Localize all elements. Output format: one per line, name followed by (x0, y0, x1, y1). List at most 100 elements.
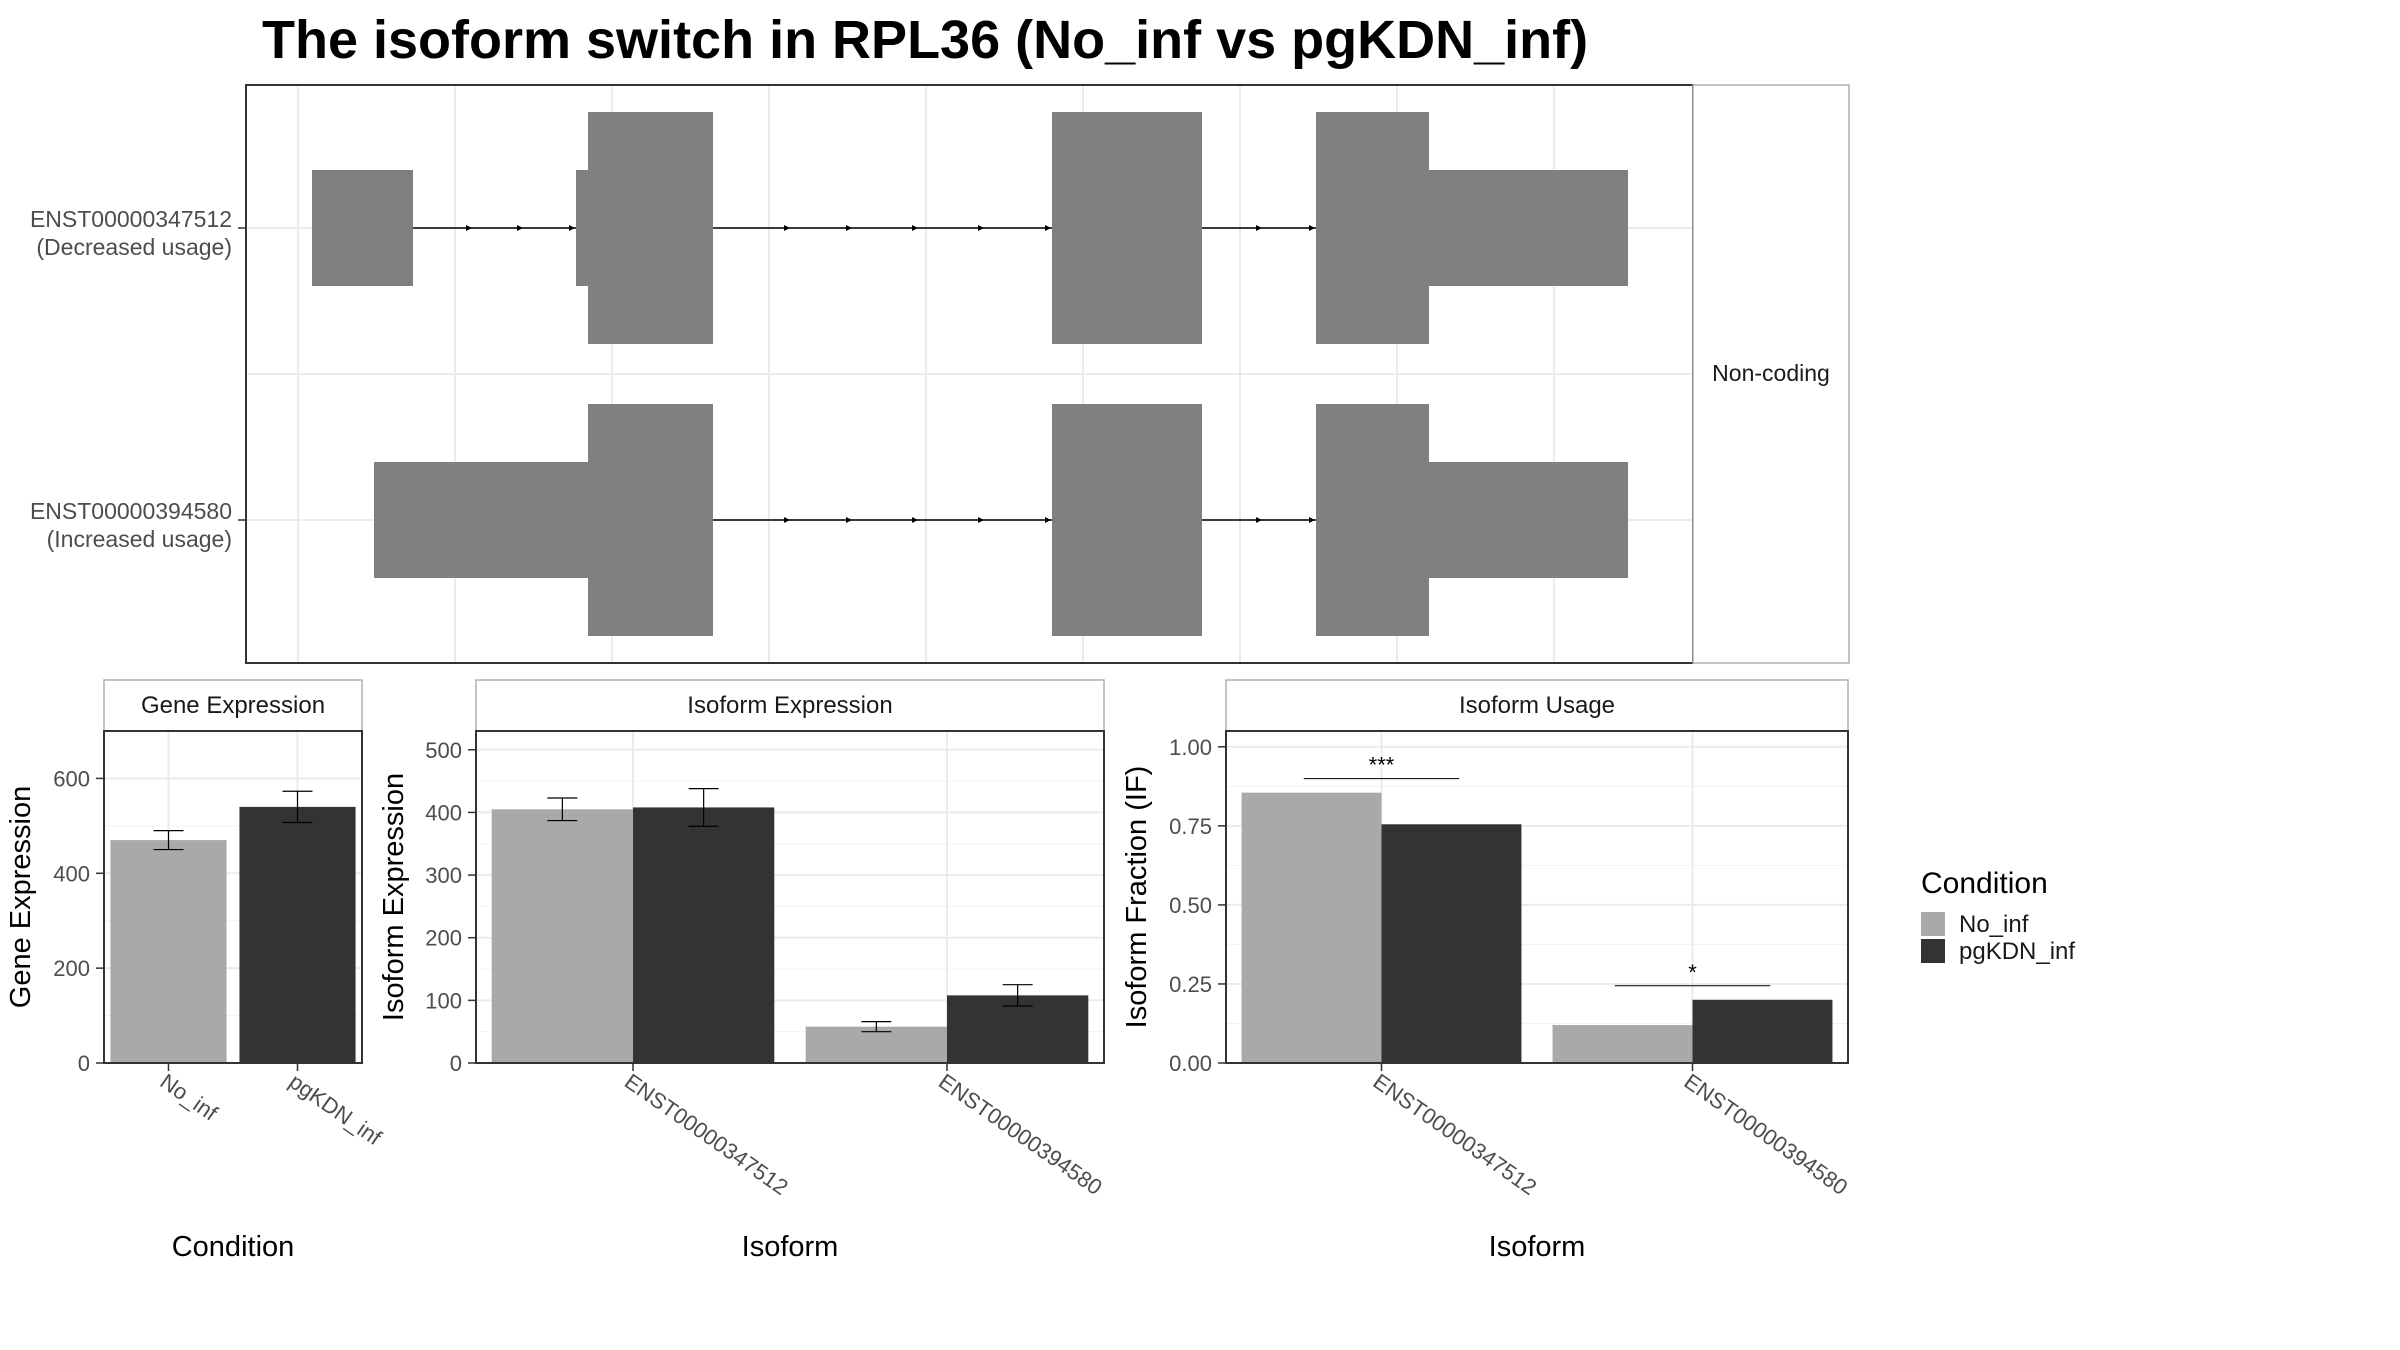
bar-pgKDN_inf (239, 806, 356, 1063)
bar-No_inf (110, 840, 227, 1063)
exon-block (1429, 170, 1628, 286)
intron-arrow (846, 225, 852, 231)
bar-No_inf-ENST00000347512 (491, 809, 633, 1063)
intron-arrow (1045, 517, 1051, 523)
intron-arrow (1256, 517, 1262, 523)
legend-swatch-pgKDN_inf (1921, 939, 1945, 963)
error-bar (688, 788, 719, 827)
transcript-usage-label: (Increased usage) (47, 526, 232, 552)
intron-arrow (1256, 225, 1262, 231)
legend-label: pgKDN_inf (1959, 938, 2075, 965)
error-bar (153, 830, 184, 851)
y-tick-label: 600 (53, 766, 90, 791)
isoform-expression-panel: Isoform Expression 0 100 200 300 400 500 ENST00… (378, 679, 1107, 1263)
transcript-id-label: ENST00000347512 (30, 206, 232, 232)
x-tick-label: pgKDN_inf (285, 1069, 387, 1151)
x-tick-label: No_inf (156, 1069, 223, 1126)
bar-No_inf-ENST00000347512 (1241, 792, 1382, 1063)
legend-title: Condition (1921, 867, 2048, 900)
exon-block (576, 170, 588, 286)
intron-arrow (846, 517, 852, 523)
legend-swatch-No_inf (1921, 912, 1945, 936)
panel-strip-label: Gene Expression (141, 692, 325, 719)
exon-block (588, 404, 713, 636)
panel-strip (1225, 679, 1849, 732)
y-axis-title: Gene Expression (5, 786, 37, 1008)
exon-block (374, 462, 588, 578)
intron-arrow (1045, 225, 1051, 231)
y-tick-label: 0.75 (1169, 814, 1212, 839)
bar-pgKDN_inf-ENST00000394580 (947, 995, 1089, 1063)
y-tick-label: 1.00 (1169, 735, 1212, 760)
bar-pgKDN_inf-ENST00000394580 (1692, 999, 1833, 1063)
x-tick-label: ENST00000394580 (1680, 1069, 1853, 1200)
x-axis-title: Isoform (1489, 1231, 1586, 1263)
y-tick-label: 0.25 (1169, 972, 1212, 997)
significance-label: *** (1369, 753, 1395, 778)
intron-arrow (466, 225, 472, 231)
intron-arrow (784, 517, 790, 523)
intron-arrow (569, 225, 575, 231)
x-axis-title: Isoform (742, 1231, 839, 1263)
legend-label: No_inf (1959, 911, 2029, 938)
error-bar (547, 797, 578, 822)
non-coding-label: Non-coding (1712, 360, 1830, 386)
panel-strip-label: Isoform Expression (687, 692, 892, 719)
bar-No_inf-ENST00000394580 (805, 1026, 947, 1063)
y-tick-label: 0 (450, 1051, 462, 1076)
y-tick-label: 200 (53, 956, 90, 981)
isoform-usage-panel: Isoform Usage****0.000.250.500.751.00ENS… (1121, 679, 1853, 1263)
panel-border (475, 730, 1105, 1064)
y-tick-label: 300 (425, 863, 462, 888)
exon-block (1316, 112, 1429, 344)
bar-No_inf-ENST00000394580 (1552, 1025, 1693, 1063)
significance-label: * (1688, 960, 1697, 985)
exon-block (1052, 112, 1202, 344)
intron-arrow (978, 225, 984, 231)
intron-arrow (784, 225, 790, 231)
error-bar (1002, 984, 1033, 1007)
panel-strip (475, 679, 1105, 732)
y-tick-label: 400 (425, 800, 462, 825)
intron-arrow (912, 517, 918, 523)
exon-block (588, 112, 713, 344)
exon-block (1429, 462, 1628, 578)
non-coding-strip (1692, 84, 1850, 664)
y-tick-label: 0.00 (1169, 1051, 1212, 1076)
bar-pgKDN_inf-ENST00000347512 (633, 807, 775, 1063)
gene-expression-panel: Gene Expression 0 200 400 600 No_inf pgKDN_inf… (5, 679, 387, 1263)
error-bar (282, 790, 313, 824)
y-tick-label: 400 (53, 861, 90, 886)
x-tick-label: ENST00000347512 (620, 1069, 793, 1200)
intron-arrow (517, 225, 523, 231)
exon-block (312, 170, 413, 286)
figure-title: The isoform switch in RPL36 (No_inf vs p… (262, 10, 1588, 70)
exon-block (1052, 404, 1202, 636)
x-tick-label: ENST00000347512 (1369, 1069, 1542, 1200)
intron-arrow (1309, 517, 1315, 523)
y-axis-title: Isoform Expression (378, 773, 410, 1021)
exon-block (1316, 404, 1429, 636)
panel-border (1225, 730, 1849, 1064)
y-tick-label: 500 (425, 738, 462, 763)
y-tick-label: 100 (425, 988, 462, 1013)
panel-strip (103, 679, 363, 732)
y-tick-label: 0 (78, 1051, 90, 1076)
transcript-structure-panel: Non-coding ENST00000347512(Decreased usag… (30, 84, 1850, 664)
intron-arrow (1309, 225, 1315, 231)
y-tick-label: 0.50 (1169, 893, 1212, 918)
x-tick-label: ENST00000394580 (934, 1069, 1107, 1200)
y-axis-title: Isoform Fraction (IF) (1121, 766, 1153, 1029)
error-bar (861, 1021, 892, 1033)
y-tick-label: 200 (425, 926, 462, 951)
panel-strip-label: Isoform Usage (1459, 692, 1615, 719)
intron-arrow (912, 225, 918, 231)
transcript-usage-label: (Decreased usage) (36, 234, 232, 260)
panel-border (103, 730, 363, 1064)
bar-pgKDN_inf-ENST00000347512 (1381, 824, 1522, 1063)
x-axis-title: Condition (172, 1231, 295, 1263)
transcript-id-label: ENST00000394580 (30, 498, 232, 524)
intron-arrow (978, 517, 984, 523)
